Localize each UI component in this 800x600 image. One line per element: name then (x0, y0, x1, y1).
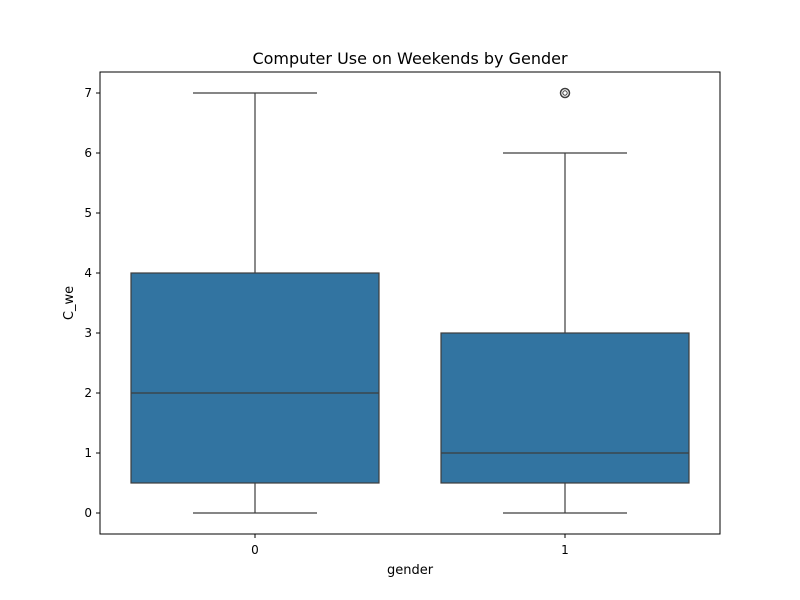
axes-frame (99, 71, 721, 535)
y-tick-label: 2 (84, 386, 92, 400)
plot-area (130, 87, 690, 514)
y-tick-label: 5 (84, 206, 92, 220)
y-tick-label: 0 (84, 506, 92, 520)
outlier-point-inner (562, 90, 568, 96)
y-tick-label: 6 (84, 146, 92, 160)
y-tick-label: 3 (84, 326, 92, 340)
y-axis-label: C_we (62, 286, 77, 320)
x-tick-label: 0 (251, 543, 259, 557)
box-group-0 (130, 92, 380, 514)
y-tick-label: 7 (84, 86, 92, 100)
y-tick-label: 4 (84, 266, 92, 280)
box-iqr (440, 332, 690, 484)
y-axis: 0 1 2 3 4 5 6 7 (84, 86, 100, 520)
box-iqr (130, 272, 380, 484)
chart-title: Computer Use on Weekends by Gender (252, 49, 568, 68)
x-axis-label: gender (387, 563, 434, 578)
box-group-1 (440, 87, 690, 514)
x-tick-label: 1 (561, 543, 569, 557)
y-tick-label: 1 (84, 446, 92, 460)
outlier-point (559, 87, 571, 99)
